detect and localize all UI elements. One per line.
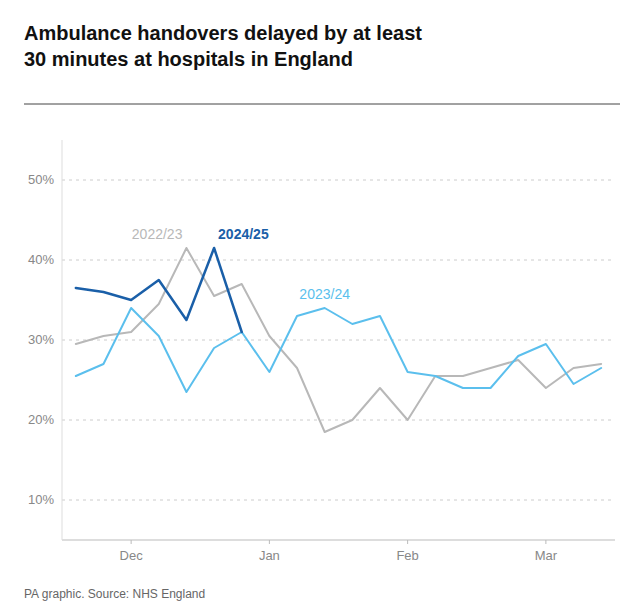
x-tick-label: Feb xyxy=(396,548,418,563)
x-tick-label: Mar xyxy=(535,548,558,563)
series-label: 2024/25 xyxy=(218,226,269,242)
lines xyxy=(76,248,601,432)
x-tick xyxy=(131,540,132,544)
x-tick-label: Jan xyxy=(259,548,280,563)
y-axis-line xyxy=(62,140,63,540)
y-tick-label: 30% xyxy=(28,332,54,347)
y-tick-label: 20% xyxy=(28,412,54,427)
grid xyxy=(62,180,615,500)
grid-line xyxy=(62,420,615,421)
chart: Ambulance handovers delayed by at least3… xyxy=(0,0,640,612)
x-tick xyxy=(407,540,408,544)
y-tick-label: 50% xyxy=(28,172,54,187)
grid-line xyxy=(62,500,615,501)
title-rule xyxy=(24,104,620,105)
series-line xyxy=(76,248,242,332)
series-line xyxy=(76,308,601,392)
grid-line xyxy=(62,180,615,181)
x-tick xyxy=(545,540,546,544)
x-tick xyxy=(269,540,270,544)
grid-line xyxy=(62,260,615,261)
y-tick-label: 10% xyxy=(28,492,54,507)
x-tick-label: Dec xyxy=(120,548,144,563)
series-line xyxy=(76,248,601,432)
title: Ambulance handovers delayed by at least3… xyxy=(24,22,422,70)
series-label: 2023/24 xyxy=(299,286,350,302)
source: PA graphic. Source: NHS England xyxy=(24,587,205,601)
series-label: 2022/23 xyxy=(132,226,183,242)
grid-line xyxy=(62,340,615,341)
y-tick-label: 40% xyxy=(28,252,54,267)
x-axis-line xyxy=(62,540,615,541)
